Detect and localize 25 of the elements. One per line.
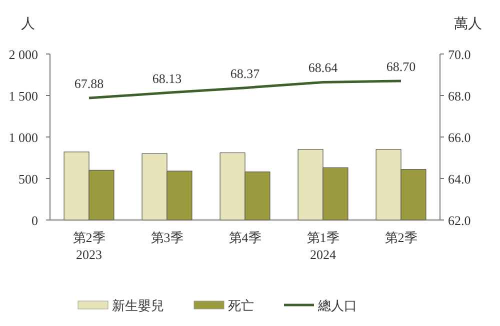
y-tick-label: 1 000: [8, 130, 38, 145]
data-label: 67.88: [74, 76, 104, 91]
y-tick-label: 2 000: [8, 47, 38, 62]
y2-axis-title: 萬人: [454, 16, 482, 32]
data-label: 68.37: [230, 66, 260, 81]
data-label: 68.70: [386, 58, 416, 74]
y2-tick-label: 66.0: [448, 130, 471, 145]
x-tick-label: 第3季: [150, 230, 184, 245]
x-tick-label: 第2季 2023: [72, 230, 106, 262]
legend-label: 總人口: [317, 298, 357, 313]
data-label: 68.13: [152, 70, 182, 86]
data-label: 68.64: [308, 60, 338, 76]
y2-tick-label: 70.0: [448, 47, 471, 62]
x-tick-label: 第2季: [384, 230, 418, 245]
y-tick-label: 1 500: [8, 88, 38, 104]
legend-label: 新生嬰兒: [112, 298, 164, 313]
y2-tick-label: 62.0: [448, 213, 471, 228]
y2-tick-label: 68.0: [448, 88, 471, 104]
x-tick-label: 第4季: [228, 230, 262, 245]
y-tick-label: 500: [18, 172, 38, 186]
x-tick-label: 第1季 2024: [306, 230, 340, 262]
legend-label: 死亡: [228, 298, 254, 313]
y2-tick-label: 64.0: [448, 172, 471, 186]
y-axis-title: 人: [21, 16, 35, 32]
y-tick-label: 0: [32, 213, 38, 228]
